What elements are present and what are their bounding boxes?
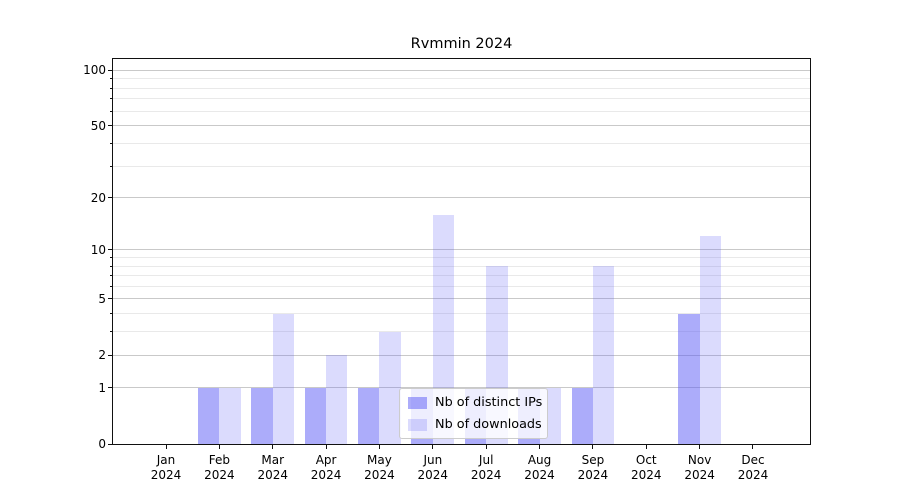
y-major-tick [108, 298, 112, 300]
y-tick-label: 2 [98, 348, 106, 363]
legend-label: Nb of distinct IPs [435, 395, 543, 410]
x-tick-label: Feb 2024 [204, 453, 235, 482]
x-tick-label: Aug 2024 [524, 453, 555, 482]
x-tick [378, 445, 380, 449]
gridline-minor [113, 285, 810, 287]
x-tick [272, 445, 274, 449]
y-tick-label: 20 [90, 190, 106, 205]
bar-downloads-apr [326, 355, 348, 444]
gridline-major [113, 354, 810, 356]
x-tick [485, 445, 487, 449]
x-tick-label: Nov 2024 [684, 453, 715, 482]
gridline-minor [113, 98, 810, 100]
x-tick-label: May 2024 [364, 453, 395, 482]
y-minor-tick [109, 165, 112, 167]
gridline-minor [113, 78, 810, 80]
y-tick-label: 5 [98, 291, 106, 306]
x-tick [165, 445, 167, 449]
legend-swatch-downloads [408, 418, 427, 431]
x-tick [752, 445, 754, 449]
legend: Nb of distinct IPs Nb of downloads [399, 388, 548, 439]
plot-area: Nb of distinct IPs Nb of downloads [112, 58, 811, 445]
x-tick [325, 445, 327, 449]
bar-ips-sep [571, 387, 593, 444]
bar-ips-mar [251, 387, 273, 444]
y-tick-label: 0 [98, 437, 106, 451]
x-tick [645, 445, 647, 449]
bar-ips-may [358, 387, 380, 444]
gridline-minor [113, 87, 810, 89]
x-tick [432, 445, 434, 449]
bar-downloads-sep [592, 266, 615, 444]
y-major-tick [108, 387, 112, 389]
y-minor-tick [109, 285, 112, 287]
x-tick-label: Mar 2024 [257, 453, 288, 482]
gridline-major [113, 125, 810, 127]
bar-downloads-mar [272, 313, 295, 444]
bar-downloads-jun [432, 214, 455, 444]
legend-swatch-distinct-ips [408, 396, 427, 409]
y-minor-tick [109, 265, 112, 267]
x-tick-label: Jul 2024 [470, 453, 502, 482]
gridline-minor [113, 275, 810, 277]
y-minor-tick [109, 275, 112, 277]
x-tick-label: Jun 2024 [417, 453, 449, 482]
y-major-tick [108, 125, 112, 127]
x-tick [218, 445, 220, 449]
y-minor-tick [109, 257, 112, 259]
gridline-major [113, 387, 810, 389]
y-minor-tick [109, 78, 112, 80]
y-major-tick [108, 249, 112, 251]
gridline-minor [113, 331, 810, 333]
y-major-tick [108, 69, 112, 71]
y-minor-tick [109, 313, 112, 315]
chart-title: Rvmmin 2024 [410, 36, 513, 52]
y-major-tick [108, 354, 112, 356]
legend-item-distinct-ips: Nb of distinct IPs [408, 394, 543, 411]
gridline-minor [113, 142, 810, 144]
legend-label: Nb of downloads [435, 417, 542, 432]
bar-ips-feb [198, 387, 220, 444]
legend-item-downloads: Nb of downloads [408, 416, 542, 433]
y-minor-tick [109, 98, 112, 100]
y-minor-tick [109, 331, 112, 333]
gridline-major [113, 197, 810, 199]
y-tick-label: 100 [83, 63, 106, 78]
y-minor-tick [109, 142, 112, 144]
y-major-tick [108, 443, 112, 445]
y-tick-label: 50 [90, 118, 106, 133]
gridline-minor [113, 313, 810, 315]
x-tick-label: Oct 2024 [630, 453, 662, 482]
y-tick-label: 10 [90, 242, 106, 257]
gridline-major [113, 249, 810, 251]
y-major-tick [108, 197, 112, 199]
bar-ips-apr [304, 387, 327, 444]
x-tick [699, 445, 701, 449]
x-tick-label: Dec 2024 [737, 453, 769, 482]
bar-downloads-feb [219, 387, 241, 444]
x-tick-label: Apr 2024 [310, 453, 342, 482]
bar-ips-nov [678, 313, 700, 444]
x-tick [592, 445, 594, 449]
gridline-major [113, 298, 810, 300]
gridline-minor [113, 257, 810, 259]
x-tick-label: Jan 2024 [150, 453, 182, 482]
gridline-minor [113, 165, 810, 167]
y-tick-label: 1 [98, 380, 106, 395]
bar-downloads-may [379, 331, 401, 444]
gridline-minor [113, 110, 810, 112]
y-minor-tick [109, 87, 112, 89]
y-minor-tick [109, 110, 112, 112]
gridline-major [113, 69, 810, 71]
x-tick-label: Sep 2024 [577, 453, 609, 482]
bar-downloads-nov [699, 236, 721, 444]
x-tick [539, 445, 541, 449]
gridline-minor [113, 265, 810, 267]
